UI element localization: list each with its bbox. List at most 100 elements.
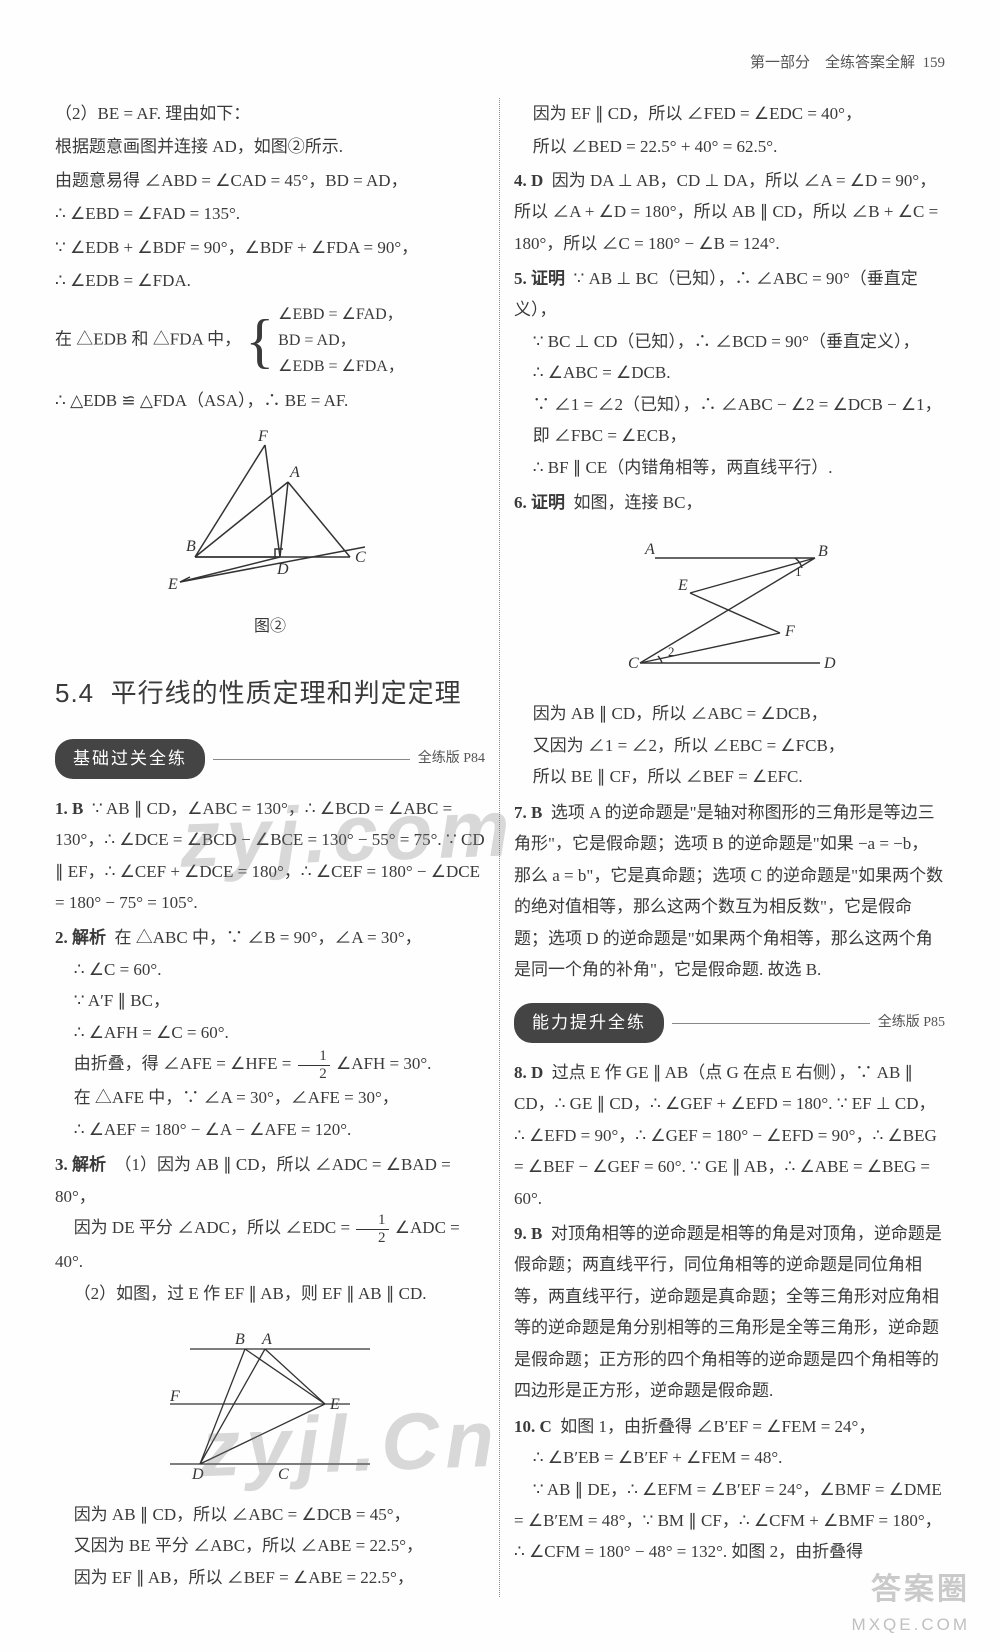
q1-num: 1. B	[55, 799, 83, 818]
q5-l3: ∴ ∠ABC = ∠DCB.	[514, 357, 945, 388]
p2-l3: ∴ ∠EBD = ∠FAD = 135°.	[55, 198, 485, 229]
svg-text:D: D	[191, 1466, 204, 1483]
svg-text:C: C	[278, 1466, 289, 1483]
svg-text:D: D	[823, 655, 836, 672]
pill-adv-ref: 全练版 P85	[878, 1010, 945, 1036]
page-header: 第一部分 全练答案全解 159	[55, 50, 945, 78]
q7-body: 选项 A 的逆命题是"是轴对称图形的三角形是等边三角形"，它是假命题；选项 B …	[514, 803, 943, 979]
q8: 8. D 过点 E 作 GE ∥ AB（点 G 在点 E 右侧），∵ AB ∥ …	[514, 1057, 945, 1214]
p2-l2: 由题意易得 ∠ABD = ∠CAD = 45°，BD = AD，	[55, 165, 485, 196]
q3-l5: 又因为 BE 平分 ∠ABC，所以 ∠ABE = 22.5°，	[55, 1530, 485, 1561]
q5-l1: ∵ AB ⊥ BC（已知），∴ ∠ABC = 90°（垂直定义），	[514, 269, 918, 319]
q2-l3: ∵ A′F ∥ BC，	[55, 985, 485, 1016]
pill-basic: 基础过关全练	[55, 739, 205, 778]
pill-adv: 能力提升全练	[514, 1003, 664, 1042]
q6-num: 6. 证明	[514, 493, 565, 512]
pill-basic-row: 基础过关全练 全练版 P84	[55, 739, 485, 778]
q4-body: 因为 DA ⊥ AB，CD ⊥ DA，所以 ∠A = ∠D = 90°，所以 ∠…	[514, 171, 938, 253]
sys-b: BD = AD，	[278, 328, 404, 354]
sys-a: ∠EBD = ∠FAD，	[278, 302, 404, 328]
svg-text:B: B	[235, 1331, 245, 1348]
section-name: 平行线的性质定理和判定定理	[111, 678, 462, 708]
q1: 1. B ∵ AB ∥ CD，∠ABC = 130°，∴ ∠BCD = ∠ABC…	[55, 793, 485, 919]
q2-l6: 在 △AFE 中，∵ ∠A = 30°，∠AFE = 30°，	[55, 1082, 485, 1113]
q4-num: 4. D	[514, 171, 543, 190]
q9-body: 对顶角相等的逆命题是相等的角是对顶角，逆命题是假命题；两直线平行，同位角相等的逆…	[514, 1224, 942, 1400]
fraction-half-2: 12	[356, 1212, 388, 1246]
svg-text:1: 1	[795, 564, 802, 579]
svg-text:F: F	[169, 1388, 180, 1405]
q5-l4: ∵ ∠1 = ∠2（已知），∴ ∠ABC − ∠2 = ∠DCB − ∠1，	[514, 389, 945, 420]
q5-l6: ∴ BF ∥ CE（内错角相等，两直线平行）.	[514, 452, 945, 483]
fig2-label-e: E	[167, 576, 178, 593]
q2-l4: ∴ ∠AFH = ∠C = 60°.	[55, 1017, 485, 1048]
q2-l7: ∴ ∠AEF = 180° − ∠A − ∠AFE = 120°.	[55, 1114, 485, 1145]
q8-num: 8. D	[514, 1063, 543, 1082]
q5-l5: 即 ∠FBC = ∠ECB，	[514, 420, 945, 451]
svg-text:A: A	[644, 541, 655, 558]
q3: 3. 解析 （1）因为 AB ∥ CD，所以 ∠ADC = ∠BAD = 80°…	[55, 1149, 485, 1593]
q9-num: 9. B	[514, 1224, 542, 1243]
q7-num: 7. B	[514, 803, 542, 822]
q8-body: 过点 E 作 GE ∥ AB（点 G 在点 E 右侧），∵ AB ∥ CD，∴ …	[514, 1063, 937, 1208]
q2: 2. 解析 在 △ABC 中，∵ ∠B = 90°，∠A = 30°， ∴ ∠C…	[55, 922, 485, 1145]
q3-l3: （2）如图，过 E 作 EF ∥ AB，则 EF ∥ AB ∥ CD.	[55, 1278, 485, 1309]
q5-num: 5. 证明	[514, 269, 565, 288]
q4: 4. D 因为 DA ⊥ AB，CD ⊥ DA，所以 ∠A = ∠D = 90°…	[514, 165, 945, 259]
p2-l4: ∵ ∠EDB + ∠BDF = 90°，∠BDF + ∠FDA = 90°，	[55, 232, 485, 263]
svg-text:A: A	[261, 1331, 272, 1348]
q10-num: 10. C	[514, 1417, 552, 1436]
q6-l2: 又因为 ∠1 = ∠2，所以 ∠EBC = ∠FCB，	[514, 730, 945, 761]
q3-l4: 因为 AB ∥ CD，所以 ∠ABC = ∠DCB = 45°，	[55, 1499, 485, 1530]
q3-l1: （1）因为 AB ∥ CD，所以 ∠ADC = ∠BAD = 80°，	[55, 1155, 451, 1205]
p2-intro: （2）BE = AF. 理由如下：	[55, 98, 485, 129]
q3-l6: 因为 EF ∥ AB，所以 ∠BEF = ∠ABE = 22.5°，	[55, 1562, 485, 1593]
p2-system: 在 △EDB 和 △FDA 中， { ∠EBD = ∠FAD， BD = AD，…	[55, 302, 485, 379]
fig2-label-c: C	[355, 549, 366, 566]
q5: 5. 证明 ∵ AB ⊥ BC（已知），∴ ∠ABC = 90°（垂直定义）， …	[514, 263, 945, 483]
fig2-label-d: D	[276, 561, 289, 578]
brace-system: { ∠EBD = ∠FAD， BD = AD， ∠EDB = ∠FDA，	[245, 302, 404, 379]
q2-l1: 在 △ABC 中，∵ ∠B = 90°，∠A = 30°，	[115, 928, 422, 947]
q10-l3: ∵ AB ∥ DE，∴ ∠EFM = ∠B′EF = 24°，∠BMF = ∠D…	[514, 1474, 945, 1568]
svg-text:F: F	[784, 623, 795, 640]
q10-l2: ∴ ∠B′EB = ∠B′EF + ∠FEM = 48°.	[514, 1442, 945, 1473]
pill-basic-ref: 全练版 P84	[418, 746, 485, 772]
sys-c: ∠EDB = ∠FDA，	[278, 354, 404, 380]
figure-q3: A B C D E F	[140, 1319, 400, 1489]
q2-l5: 由折叠，得 ∠AFE = ∠HFE = 12 ∠AFH = 30°.	[55, 1048, 485, 1082]
q3-l2a: 因为 DE 平分 ∠ADC，所以 ∠EDC =	[74, 1218, 355, 1237]
q3-num: 3. 解析	[55, 1155, 106, 1174]
p2-l1: 根据题意画图并连接 AD，如图②所示.	[55, 131, 485, 162]
q10-l1: 如图 1，由折叠得 ∠B′EF = ∠FEM = 24°，	[560, 1417, 875, 1436]
figure-2: A B C D E F	[150, 427, 390, 602]
q6-l1: 因为 AB ∥ CD，所以 ∠ABC = ∠DCB，	[514, 698, 945, 729]
q2-l2: ∴ ∠C = 60°.	[55, 954, 485, 985]
q2-num: 2. 解析	[55, 928, 106, 947]
svg-text:E: E	[329, 1396, 340, 1413]
right-column: 因为 EF ∥ CD，所以 ∠FED = ∠EDC = 40°， 所以 ∠BED…	[500, 98, 945, 1598]
left-brace-icon: {	[245, 311, 274, 371]
p2-l5: ∴ ∠EDB = ∠FDA.	[55, 265, 485, 296]
r1: 因为 EF ∥ CD，所以 ∠FED = ∠EDC = 40°，	[514, 98, 945, 129]
breadcrumb: 第一部分 全练答案全解	[750, 55, 915, 71]
q3-l2: 因为 DE 平分 ∠ADC，所以 ∠EDC = 12 ∠ADC = 40°.	[55, 1212, 485, 1278]
q6: 6. 证明 如图，连接 BC， A B C D	[514, 487, 945, 793]
q1-l1: ∵ AB ∥ CD，∠ABC = 130°，∴ ∠BCD = ∠ABC = 13…	[55, 799, 452, 849]
pill-line	[213, 759, 410, 760]
fig2-label-a: A	[289, 464, 300, 481]
pill-adv-row: 能力提升全练 全练版 P85	[514, 1003, 945, 1042]
page-number: 159	[923, 55, 946, 71]
r2: 所以 ∠BED = 22.5° + 40° = 62.5°.	[514, 131, 945, 162]
left-column: （2）BE = AF. 理由如下： 根据题意画图并连接 AD，如图②所示. 由题…	[55, 98, 500, 1598]
q10: 10. C 如图 1，由折叠得 ∠B′EF = ∠FEM = 24°， ∴ ∠B…	[514, 1411, 945, 1568]
pill-line-2	[672, 1023, 870, 1024]
q2-l5b: ∠AFH = 30°.	[336, 1054, 431, 1073]
q5-l2: ∵ BC ⊥ CD（已知），∴ ∠BCD = 90°（垂直定义），	[514, 326, 945, 357]
q2-l5a: 由折叠，得 ∠AFE = ∠HFE =	[74, 1054, 296, 1073]
figure-q6: A B C D E F 1 2	[590, 528, 870, 688]
svg-text:2: 2	[668, 644, 675, 659]
q6-l3: 所以 BE ∥ CF，所以 ∠BEF = ∠EFC.	[514, 761, 945, 792]
section-number: 5.4	[55, 678, 94, 708]
section-title: 5.4 平行线的性质定理和判定定理	[55, 669, 485, 717]
